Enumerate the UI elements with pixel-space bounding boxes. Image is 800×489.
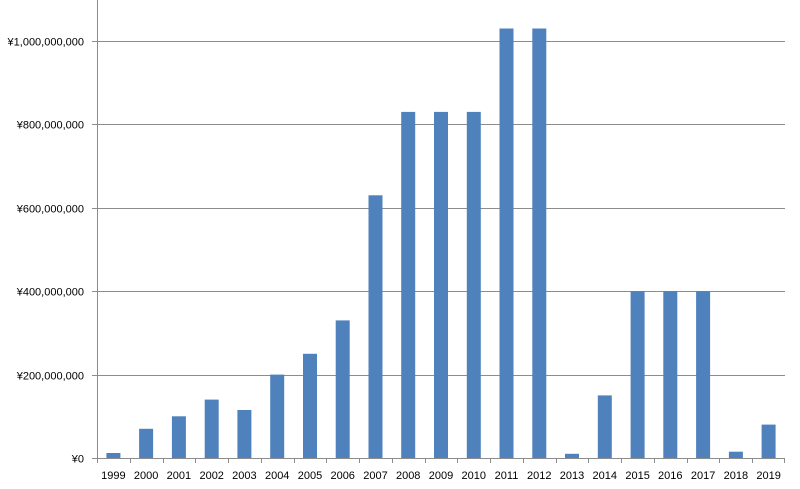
- x-tick-label: 2013: [560, 470, 584, 482]
- bar-2000: [139, 428, 154, 458]
- bar-2001: [171, 416, 186, 458]
- x-tick-labels: 1999 2000 2001 2002 2003 2004 2005 2006 2007 2008…: [101, 470, 781, 482]
- x-tick-label: 1999: [101, 470, 125, 482]
- y-tick-label: ¥0: [71, 454, 84, 466]
- bar-2003: [237, 410, 252, 458]
- y-tick-label: ¥200,000,000: [16, 371, 84, 383]
- bar-2009: [434, 111, 448, 459]
- x-tick-label: 2012: [527, 470, 551, 482]
- bar-2018: [728, 451, 743, 458]
- bar-1999: [106, 453, 121, 458]
- y-tick-labels: ¥0 ¥200,000,000 ¥400,000,000 ¥600,000,000 ¥8…: [7, 37, 84, 466]
- bar-2007: [368, 195, 383, 459]
- x-tick-label: 2014: [593, 470, 617, 482]
- x-tick-label: 2019: [756, 470, 780, 482]
- x-tick-label: 2000: [134, 470, 158, 482]
- bar-2016: [663, 291, 678, 458]
- bar-2013: [565, 453, 579, 458]
- y-tick-label: ¥400,000,000: [16, 287, 84, 299]
- bar-2019: [761, 424, 776, 458]
- x-tick-label: 2011: [495, 470, 519, 482]
- axes: [92, 0, 785, 463]
- x-tick-label: 2002: [199, 470, 223, 482]
- x-tick-label: 2004: [265, 470, 289, 482]
- x-tick-label: 2007: [363, 470, 387, 482]
- bar-2011: [499, 28, 514, 458]
- x-tick-label: 2010: [462, 470, 486, 482]
- x-tick-label: 2006: [330, 470, 354, 482]
- x-tick-label: 2005: [298, 470, 322, 482]
- bars: [106, 28, 776, 459]
- bar-2004: [270, 374, 285, 458]
- bar-2010: [466, 111, 481, 459]
- y-tick-label: ¥600,000,000: [16, 204, 84, 216]
- bar-2005: [303, 353, 317, 459]
- y-tick-label: ¥800,000,000: [16, 120, 84, 132]
- bar-2017: [696, 291, 711, 458]
- bar-2012: [532, 28, 547, 458]
- x-tick-label: 2009: [429, 470, 453, 482]
- x-tick-label: 2008: [396, 470, 420, 482]
- bar-2006: [335, 320, 350, 458]
- x-tick-label: 2017: [691, 470, 715, 482]
- x-tick-label: 2015: [625, 470, 649, 482]
- y-tick-label: ¥1,000,000,000: [7, 37, 84, 49]
- bar-2002: [204, 399, 219, 458]
- x-tick-label: 2003: [232, 470, 256, 482]
- x-tick-label: 2001: [167, 470, 191, 482]
- bar-2014: [597, 395, 612, 458]
- bar-2008: [401, 111, 416, 459]
- bar-2015: [630, 291, 645, 458]
- x-tick-label: 2018: [724, 470, 748, 482]
- x-tick-label: 2016: [658, 470, 682, 482]
